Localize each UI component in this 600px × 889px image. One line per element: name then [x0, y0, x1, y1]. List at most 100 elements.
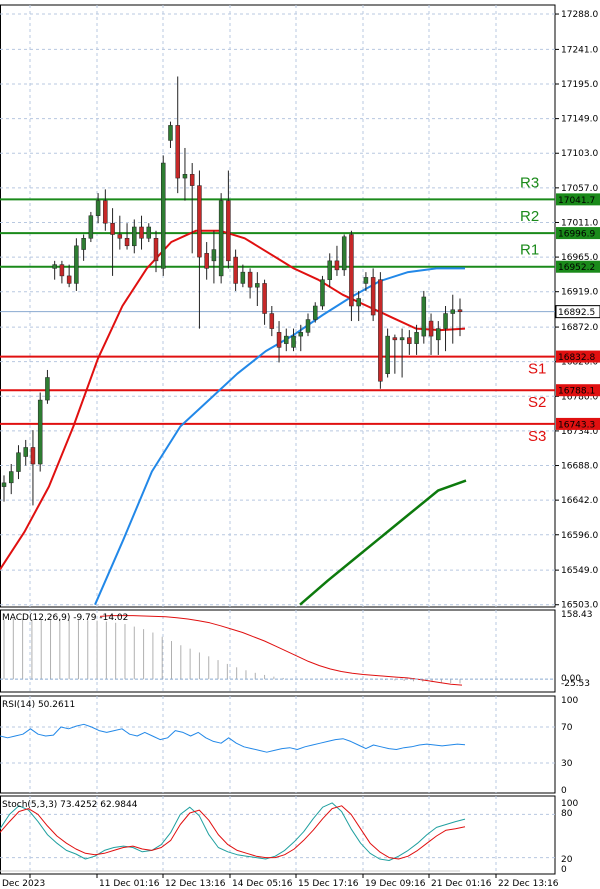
candle-body	[88, 215, 94, 239]
macd-y-tick-label: 158.43	[561, 610, 593, 620]
level-label-s3: S3	[528, 428, 546, 445]
macd-signal-line	[99, 615, 463, 686]
current-price-tag	[555, 305, 600, 319]
level-label-r3: R3	[520, 174, 539, 191]
x-tick-label: 14 Dec 05:16	[232, 879, 293, 889]
candle	[74, 238, 79, 291]
candle	[45, 369, 50, 404]
ma-slow-line	[94, 267, 465, 606]
candle	[421, 290, 427, 344]
stoch-k-line	[0, 802, 466, 861]
candle	[392, 334, 398, 374]
candle-body	[363, 277, 369, 284]
candle	[160, 155, 166, 276]
stoch-y-tick-label: 100	[561, 799, 578, 809]
candle	[327, 253, 332, 288]
level-price-tag	[556, 193, 600, 206]
candle-body	[204, 253, 209, 269]
stoch-y-tick-label: 0	[561, 865, 567, 875]
candle-body	[30, 447, 36, 465]
candle	[291, 328, 296, 352]
candle	[110, 208, 115, 276]
rsi-title: RSI(14) 50.2611	[2, 700, 75, 710]
level-price-tag-text: 16788.1	[558, 387, 595, 397]
y-tick-label: 16919.0	[561, 288, 598, 298]
y-tick-label: 17288.0	[561, 10, 598, 20]
candle	[88, 211, 94, 243]
candle	[103, 189, 108, 231]
y-tick-label: 16549.0	[561, 566, 598, 576]
candle-body	[284, 335, 289, 344]
y-tick-label: 16965.0	[561, 253, 598, 263]
candle-body	[312, 305, 318, 320]
y-tick-label: 17011.0	[561, 218, 598, 228]
candle	[175, 76, 180, 194]
candle	[269, 306, 275, 337]
y-tick-label: 17195.0	[561, 80, 598, 90]
candle	[436, 321, 441, 355]
candle	[132, 219, 137, 254]
candle-body	[320, 279, 325, 307]
candle	[37, 392, 43, 472]
candle-body	[16, 452, 21, 472]
ma-long-line	[299, 479, 467, 606]
candle-body	[189, 174, 195, 186]
candle-body	[240, 271, 246, 284]
candle-body	[153, 238, 159, 262]
stoch-d-line	[0, 805, 466, 860]
candle-body	[218, 200, 224, 277]
candle-body	[139, 226, 144, 239]
candle	[399, 328, 405, 378]
x-tick-label: 11 Dec 01:16	[99, 879, 160, 889]
candle	[414, 324, 419, 355]
candle	[226, 170, 231, 269]
candle-body	[146, 226, 152, 239]
y-tick-label: 16642.0	[561, 496, 598, 506]
candle	[341, 234, 347, 276]
candle	[204, 242, 209, 280]
rsi-y-tick-label: 30	[561, 759, 573, 769]
y-tick-label: 16780.0	[561, 392, 598, 402]
candle-body	[247, 271, 253, 288]
candle-body	[407, 337, 412, 344]
rsi-y-tick-label: 70	[561, 723, 573, 733]
candle-body	[392, 337, 398, 341]
level-price-tag-text: 16952.2	[558, 263, 595, 273]
candle	[255, 272, 260, 306]
candle-body	[23, 447, 28, 457]
candle-body	[1, 482, 7, 487]
pane-frame	[0, 795, 556, 875]
macd-y-tick-label: -25.53	[561, 679, 590, 689]
level-price-tag-text: 16832.8	[558, 353, 595, 363]
candle	[356, 290, 361, 322]
candle-body	[436, 328, 441, 341]
x-tick-label: Dec 2023	[2, 879, 45, 889]
level-price-tag-text: 16743.3	[558, 420, 595, 430]
candle-body	[428, 320, 434, 337]
candle-body	[8, 471, 14, 484]
candle-body	[233, 256, 238, 284]
candle	[284, 328, 289, 352]
candle	[124, 223, 130, 250]
level-label-r1: R1	[520, 242, 539, 259]
rsi-y-tick-label: 100	[561, 696, 578, 706]
candle-body	[414, 332, 419, 344]
x-tick-label: 21 Dec 01:16	[431, 879, 492, 889]
candle	[197, 170, 202, 329]
candle-body	[341, 236, 347, 271]
level-price-tag	[556, 260, 600, 273]
candle-body	[255, 283, 260, 288]
level-label-r2: R2	[520, 208, 539, 225]
candle-body	[457, 309, 463, 312]
y-tick-label: 16872.0	[561, 323, 598, 333]
candle-body	[305, 319, 311, 333]
stoch-y-tick-label: 20	[561, 855, 573, 865]
candle	[30, 430, 36, 506]
candle-body	[110, 222, 115, 235]
candle-body	[124, 238, 130, 247]
y-tick-label: 16826.0	[561, 358, 598, 368]
candle	[349, 230, 354, 322]
x-tick-label: 19 Dec 09:16	[365, 879, 426, 889]
candle	[81, 234, 86, 261]
